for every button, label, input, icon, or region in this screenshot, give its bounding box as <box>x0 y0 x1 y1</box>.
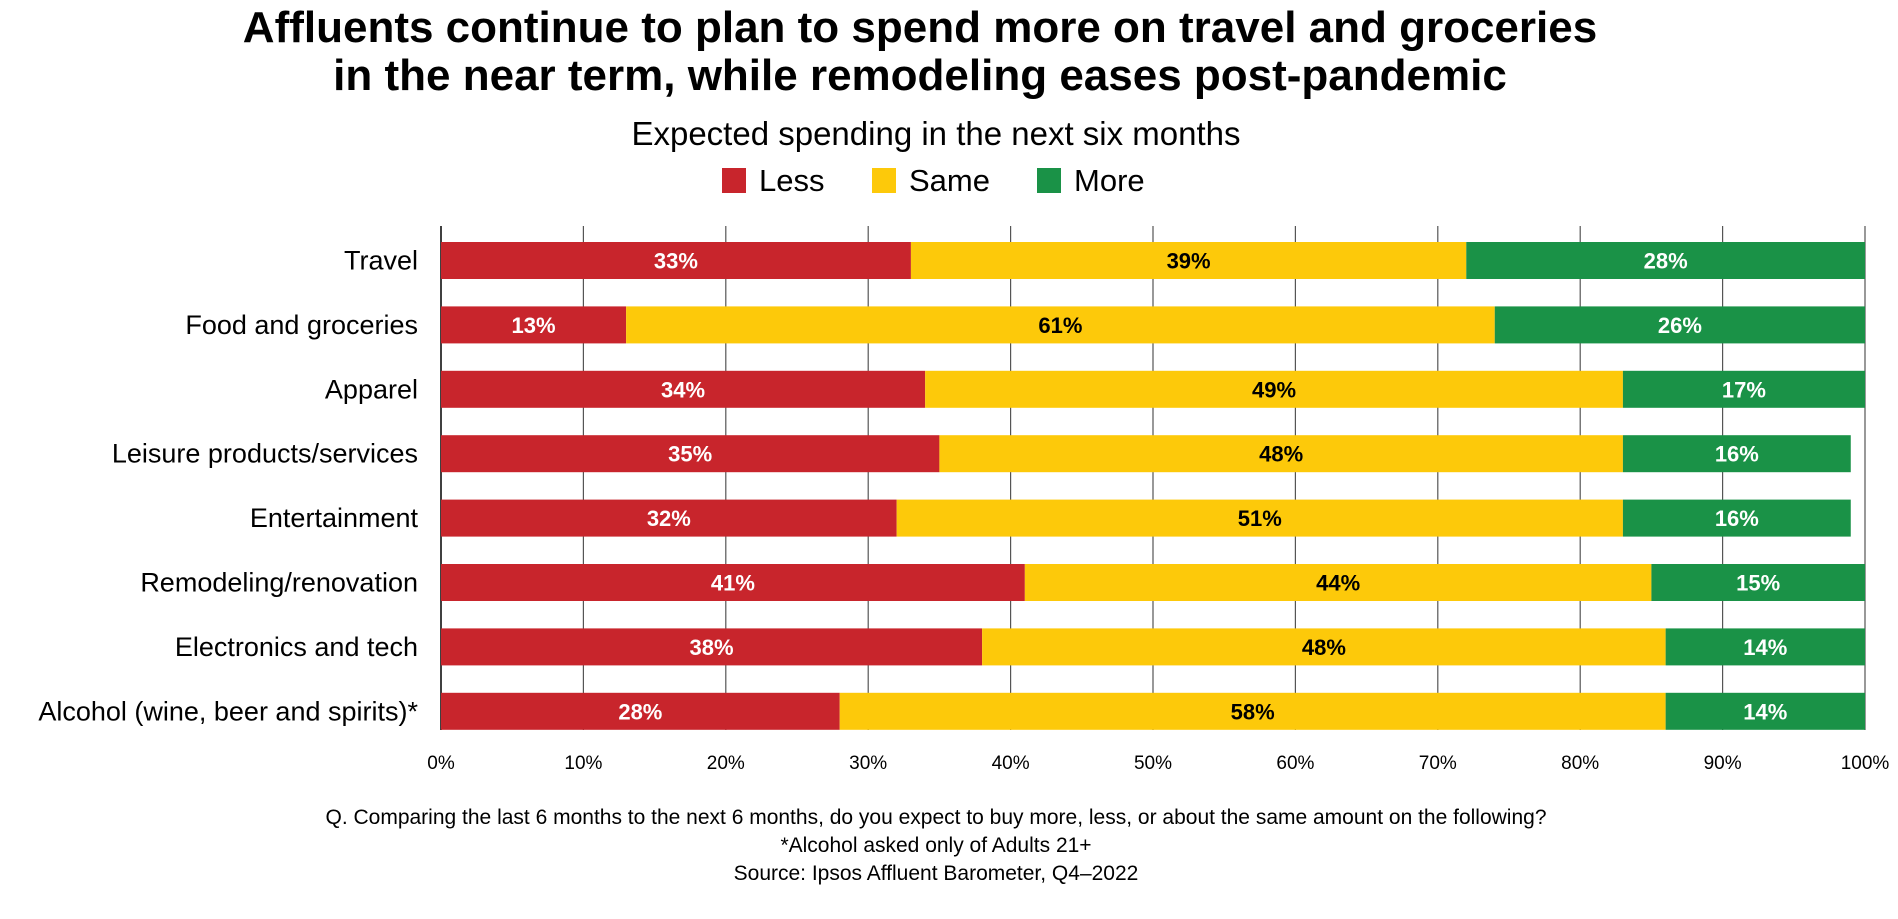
bar-segment-less <box>441 242 911 279</box>
chart-title-line-1: Affluents continue to plan to spend more… <box>243 3 1597 52</box>
data-label-more: 14% <box>1743 635 1787 660</box>
bar-segment-more <box>1622 435 1851 473</box>
data-label-same: 44% <box>1316 571 1360 596</box>
x-tick-label: 60% <box>1276 753 1314 774</box>
data-label-more: 15% <box>1736 571 1780 596</box>
bar-segment-same <box>982 628 1666 666</box>
bar-segment-less <box>441 499 897 537</box>
bar-segment-same <box>1024 564 1652 601</box>
bar-segment-same <box>839 692 1666 730</box>
x-tick-label: 10% <box>564 753 602 774</box>
data-label-less: 41% <box>711 571 755 596</box>
data-label-less: 38% <box>690 635 734 660</box>
bar-segment-same <box>626 306 1495 344</box>
legend: Less Same More <box>722 163 1145 198</box>
bar-segment-less <box>441 435 940 473</box>
category-label: Alcohol (wine, beer and spirits)* <box>38 696 418 726</box>
legend-label-same: Same <box>909 163 990 198</box>
data-label-same: 51% <box>1238 506 1282 531</box>
x-tick-label: 20% <box>707 753 745 774</box>
data-label-more: 14% <box>1743 699 1787 724</box>
legend-label-more: More <box>1074 163 1145 198</box>
data-label-same: 48% <box>1259 442 1303 467</box>
footer-question: Q. Comparing the last 6 months to the ne… <box>325 806 1546 829</box>
bar-segment-less <box>441 306 627 344</box>
bar-segment-same <box>939 435 1623 473</box>
data-label-more: 16% <box>1715 442 1759 467</box>
bar-segment-same <box>925 370 1623 408</box>
x-tick-label: 30% <box>849 753 887 774</box>
bar-segment-more <box>1665 692 1865 730</box>
bar-segment-same <box>910 242 1467 279</box>
data-label-same: 49% <box>1252 377 1296 402</box>
x-tick-label: 80% <box>1561 753 1599 774</box>
legend-swatch-same <box>872 168 896 193</box>
data-label-less: 34% <box>661 377 705 402</box>
legend-label-less: Less <box>759 163 824 198</box>
bar-segment-less <box>441 628 983 666</box>
category-label: Electronics and tech <box>175 632 418 662</box>
category-label: Travel <box>344 246 418 276</box>
x-tick-label: 70% <box>1419 753 1457 774</box>
x-tick-label: 40% <box>992 753 1030 774</box>
category-label: Leisure products/services <box>112 439 418 469</box>
bar-segment-same <box>896 499 1623 537</box>
data-label-less: 35% <box>668 442 712 467</box>
data-label-same: 61% <box>1038 313 1082 338</box>
data-label-less: 28% <box>618 699 662 724</box>
x-tick-label: 0% <box>427 753 455 774</box>
data-label-less: 33% <box>654 249 698 274</box>
data-label-more: 26% <box>1658 313 1702 338</box>
bar-segment-more <box>1494 306 1865 344</box>
data-label-more: 16% <box>1715 506 1759 531</box>
data-label-less: 13% <box>512 313 556 338</box>
bar-segment-more <box>1622 499 1851 537</box>
legend-swatch-less <box>722 168 746 193</box>
footer-note: *Alcohol asked only of Adults 21+ <box>780 834 1091 857</box>
category-label: Remodeling/renovation <box>140 568 418 598</box>
bar-segment-more <box>1665 628 1865 666</box>
category-labels: Travel Food and groceries Apparel Leisure p… <box>38 246 418 727</box>
footer-source: Source: Ipsos Affluent Barometer, Q4–202… <box>734 862 1139 885</box>
data-label-same: 58% <box>1231 699 1275 724</box>
bar-segment-less <box>441 692 840 730</box>
bars: 33% 39% 28% 13% 61% 26% 34% 49% 17% 35% 48% 16% 32% 5… <box>441 242 1865 730</box>
chart-subtitle: Expected spending in the next six months <box>631 115 1240 152</box>
bar-segment-less <box>441 564 1025 601</box>
bar-segment-more <box>1651 564 1865 601</box>
data-label-more: 17% <box>1722 377 1766 402</box>
x-tick-labels: 0% 10% 20% 30% 40% 50% 60% 70% 80% 90% 100% <box>427 753 1889 774</box>
data-label-more: 28% <box>1644 249 1688 274</box>
category-label: Food and groceries <box>185 310 418 340</box>
bar-segment-more <box>1466 242 1865 279</box>
category-label: Entertainment <box>250 503 419 533</box>
data-label-same: 48% <box>1302 635 1346 660</box>
chart-title-line-2: in the near term, while remodeling eases… <box>333 51 1507 100</box>
category-label: Apparel <box>325 374 418 404</box>
x-tick-label: 90% <box>1704 753 1742 774</box>
data-label-less: 32% <box>647 506 691 531</box>
x-tick-label: 100% <box>1841 753 1890 774</box>
legend-swatch-more <box>1037 168 1061 193</box>
x-tick-label: 50% <box>1134 753 1172 774</box>
bar-segment-more <box>1622 370 1865 408</box>
bar-segment-less <box>441 370 926 408</box>
data-label-same: 39% <box>1167 249 1211 274</box>
